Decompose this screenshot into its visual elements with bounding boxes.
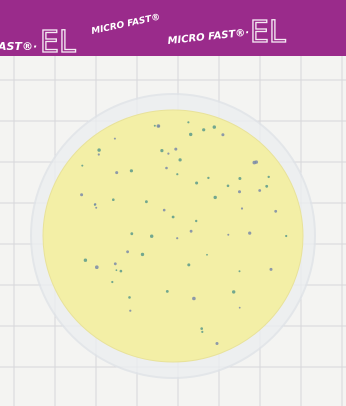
colony [195,219,198,223]
colony [113,262,117,266]
colony [267,175,270,179]
colony [265,184,269,188]
colony [150,234,154,238]
colony [238,270,241,273]
colony [128,296,131,299]
colony [112,198,115,201]
brand-label: AST®· [0,40,37,53]
colony [83,258,88,262]
colony [206,253,208,256]
colony [174,147,178,151]
colony [238,177,242,180]
colony [153,124,156,127]
colony [171,215,175,219]
colony [238,190,241,194]
colony [189,229,193,233]
colony [226,184,230,188]
colony [130,232,134,236]
colony [119,269,123,273]
colony [252,160,257,165]
culture-area [42,109,304,363]
colony [176,173,179,176]
colony [240,207,244,210]
colony [95,265,99,270]
colony [129,169,133,173]
colony [126,250,129,254]
colony [94,203,97,206]
colony [269,267,273,271]
colony [160,149,164,153]
colony [221,133,225,137]
colony [285,234,288,238]
colony [274,209,278,213]
colony [95,206,98,209]
colony [80,193,84,197]
colony [232,290,236,294]
colony [145,200,148,204]
colony [248,231,252,235]
colony [195,181,199,185]
colony [207,176,210,180]
colony [212,125,216,129]
colony [227,233,230,236]
colony [165,290,169,293]
colony [238,306,241,309]
colony [178,158,182,162]
colony [215,342,219,345]
colony [192,296,196,301]
colony [129,309,132,312]
colony [258,189,262,192]
colony [202,128,206,132]
colony [97,148,101,152]
colony [176,237,179,240]
colony [81,164,84,167]
colony [167,152,170,155]
colony [111,280,114,284]
colony [187,121,190,124]
colony [156,124,161,128]
header-band [0,0,346,56]
colony [140,252,145,257]
colony [115,269,118,272]
colony [200,327,203,330]
colony [165,166,168,170]
colonies [80,121,288,345]
colony [97,153,100,156]
colony [213,195,217,200]
colony [162,208,166,212]
colony [115,171,119,175]
colony [113,137,116,140]
brand-mark: EL [250,15,286,50]
colony [187,263,191,267]
colony [201,330,204,333]
colony [189,132,193,137]
brand-mark: EL [40,25,76,60]
